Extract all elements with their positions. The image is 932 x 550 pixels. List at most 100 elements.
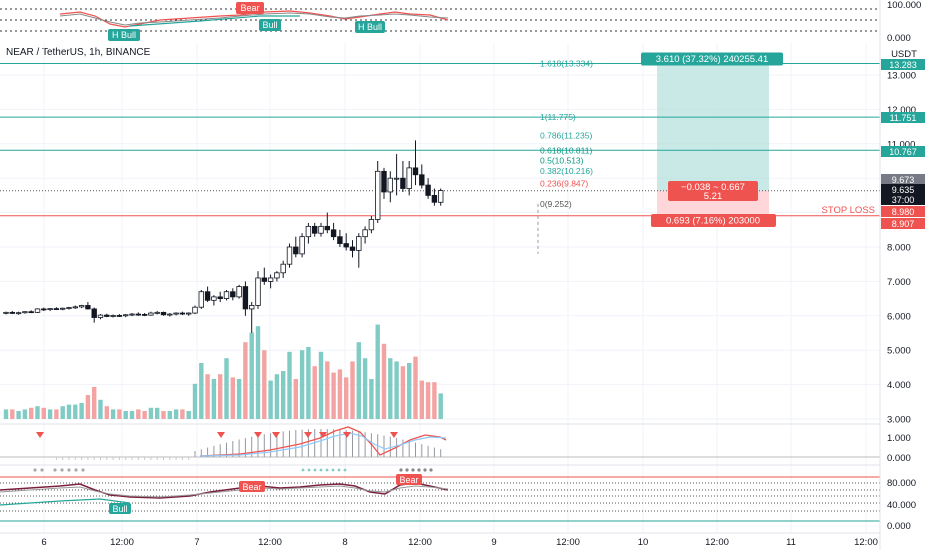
top-signal-h-bull: H Bull: [355, 21, 385, 33]
volume-bar: [142, 411, 147, 419]
fib-level-label: 0.786(11.235): [540, 131, 592, 141]
price-tag-label: 9.673: [892, 175, 915, 185]
fib-level-label: 0.236(9.847): [540, 178, 588, 188]
volume-bar: [173, 409, 179, 419]
macd-axis-label: 0.000: [887, 453, 911, 464]
top-oscillator-line: [59, 10, 449, 28]
candle-body: [173, 312, 179, 315]
fib-level-label: 0.382(10.216): [540, 166, 593, 176]
svg-text:Bull: Bull: [112, 504, 127, 514]
candle-body: [368, 219, 375, 231]
volume-bar: [98, 399, 103, 419]
macd-axis-label: 1.000: [887, 433, 911, 444]
candles: [3, 140, 444, 333]
volume-bar: [281, 371, 286, 419]
candle-body: [141, 314, 148, 316]
x-tick-label: 12:00: [705, 537, 729, 548]
candle-body: [110, 315, 116, 317]
candle-body: [223, 291, 230, 300]
time-axis: 6 12:00 7 12:00 8 12:00 9 12:00 10 12:00 11 12:00: [0, 532, 880, 548]
volume-bar: [54, 409, 59, 419]
volume-bar: [79, 403, 84, 419]
rsi-axis-label: 80.000: [887, 478, 916, 489]
candle-body: [337, 236, 343, 244]
macd-arrow: [304, 432, 312, 438]
price-tag: [881, 218, 925, 229]
volume-bar: [306, 347, 311, 419]
price-tag: [881, 184, 925, 195]
volume-bar: [394, 361, 399, 419]
fib-level-label: 0(9.252): [540, 199, 572, 209]
candle-body: [104, 314, 110, 317]
candle-body: [437, 190, 444, 203]
candle-body: [280, 263, 286, 274]
volume-bar: [41, 407, 46, 419]
candle-body: [400, 177, 406, 189]
candle-body: [412, 167, 419, 176]
y-tick-label: 4.000: [887, 380, 911, 391]
top-signal-bear: Bear: [236, 2, 264, 14]
fib-level-label: 1(11.775): [540, 112, 576, 122]
svg-text:H Bull: H Bull: [358, 22, 382, 32]
fib-level-label: 1.618(13.334): [540, 59, 593, 69]
volume-bar: [325, 361, 330, 419]
rsi-axis-label: 0.000: [887, 521, 911, 532]
volume-bar: [29, 407, 34, 419]
volume-bar: [362, 358, 368, 419]
svg-text:H Bull: H Bull: [112, 30, 136, 40]
volume-bar: [350, 361, 355, 419]
volume-bar: [287, 351, 292, 419]
volume-bar: [60, 406, 65, 419]
volume-bar: [413, 356, 418, 419]
macd-arrow: [390, 432, 398, 438]
candle-body: [343, 243, 349, 248]
candle-body: [230, 291, 236, 298]
top-oscillator-signal: [59, 12, 449, 26]
macd-arrow: [272, 432, 280, 438]
top-signal-bull: Bull: [259, 19, 281, 31]
candle-body: [85, 305, 91, 310]
candle-body: [129, 313, 135, 316]
candle-body: [22, 311, 28, 314]
x-tick-label: 12:00: [556, 537, 580, 548]
x-tick-label: 8: [342, 537, 347, 548]
volume-bar: [66, 404, 72, 419]
candle-body: [72, 306, 78, 309]
price-tag-label: 11.751: [890, 113, 917, 123]
volume-bar: [92, 387, 97, 419]
y-tick-label: 8.000: [887, 243, 911, 254]
volume-bar: [104, 406, 109, 419]
volume-bar: [381, 343, 387, 419]
volume-bar: [85, 395, 91, 419]
candle-body: [204, 291, 211, 301]
price-tag: [881, 112, 925, 123]
macd-panel: 1.000 0.000: [0, 423, 911, 464]
candle-body: [123, 314, 129, 317]
volume-bar: [262, 350, 267, 419]
volume-bar: [293, 379, 298, 419]
volume-bar: [110, 409, 116, 419]
position-labels: 3.610 (37.32%) 240255.41 −0.038 ~ 0.6675.…: [641, 52, 875, 227]
candle-body: [374, 170, 381, 220]
volume-bar: [3, 409, 9, 419]
volume-bar: [180, 409, 185, 419]
volume-bar: [274, 374, 280, 419]
x-tick-label: 6: [41, 537, 46, 548]
macd-arrows: [36, 432, 398, 438]
symbol-title: NEAR / TetherUS, 1h, BINANCE: [6, 47, 151, 58]
volume-bar: [16, 411, 21, 419]
volume-bar: [47, 409, 53, 419]
candle-body: [330, 229, 337, 238]
price-tag: [881, 194, 925, 205]
volume-bar: [318, 351, 324, 419]
volume-bar: [312, 366, 317, 419]
price-tag: [881, 146, 925, 157]
x-tick-label: 12:00: [258, 537, 282, 548]
target-label: 3.610 (37.32%) 240255.41: [656, 54, 769, 65]
currency-label: USDT: [891, 49, 917, 60]
volume-bar: [407, 363, 412, 419]
candle-body: [431, 194, 438, 203]
volume-bar: [199, 363, 204, 419]
candle-body: [274, 272, 280, 279]
